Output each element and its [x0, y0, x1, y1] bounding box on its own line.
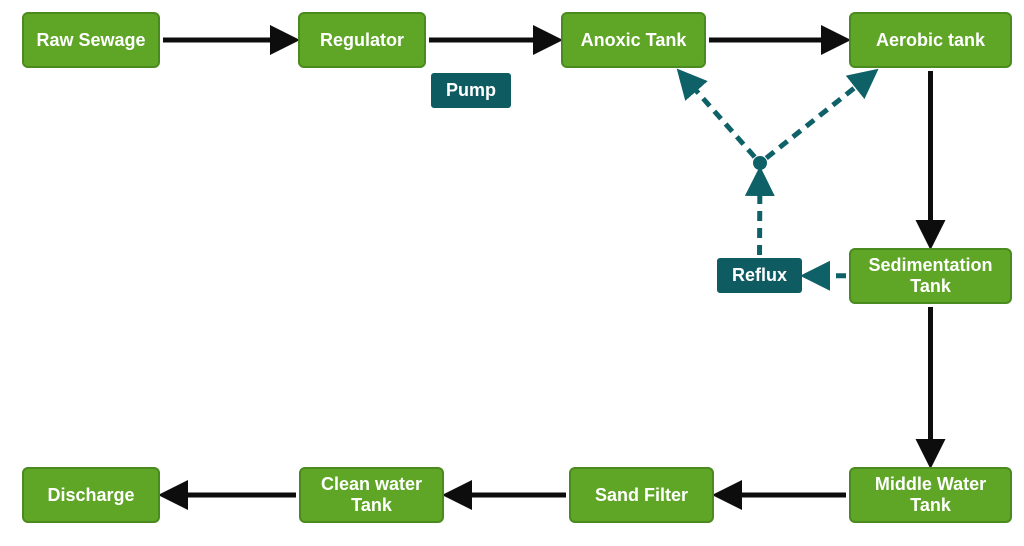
node-label: Anoxic Tank: [581, 30, 687, 51]
node-label: Clean water Tank: [307, 474, 436, 515]
node-label: Aerobic tank: [876, 30, 985, 51]
node-regulator: Regulator: [298, 12, 426, 68]
node-raw-sewage: Raw Sewage: [22, 12, 160, 68]
edge: [766, 72, 874, 158]
node-sand-filter: Sand Filter: [569, 467, 714, 523]
edge: [680, 72, 755, 157]
node-label: Middle Water Tank: [857, 474, 1004, 515]
reflux-junction-dot: [753, 156, 767, 170]
node-label: Discharge: [47, 485, 134, 506]
node-sed-tank: Sedimentation Tank: [849, 248, 1012, 304]
node-label: Sedimentation Tank: [857, 255, 1004, 296]
diagram-stage: Raw Sewage Regulator Pump Anoxic Tank Aerobi…: [0, 0, 1024, 546]
node-reflux: Reflux: [717, 258, 802, 293]
node-discharge: Discharge: [22, 467, 160, 523]
node-label: Regulator: [320, 30, 404, 51]
node-pump: Pump: [431, 73, 511, 108]
node-label: Sand Filter: [595, 485, 688, 506]
node-label: Reflux: [732, 265, 787, 286]
node-anoxic-tank: Anoxic Tank: [561, 12, 706, 68]
node-clean-tank: Clean water Tank: [299, 467, 444, 523]
node-label: Raw Sewage: [36, 30, 145, 51]
node-label: Pump: [446, 80, 496, 101]
node-aerobic-tank: Aerobic tank: [849, 12, 1012, 68]
node-mid-tank: Middle Water Tank: [849, 467, 1012, 523]
